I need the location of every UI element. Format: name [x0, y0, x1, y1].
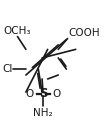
Text: NH₂: NH₂: [33, 108, 53, 118]
Text: Cl: Cl: [2, 64, 12, 74]
Text: O: O: [52, 89, 61, 99]
Text: COOH: COOH: [68, 28, 100, 38]
Text: O: O: [25, 89, 34, 99]
Text: S: S: [39, 87, 47, 100]
Text: OCH₃: OCH₃: [3, 26, 31, 36]
